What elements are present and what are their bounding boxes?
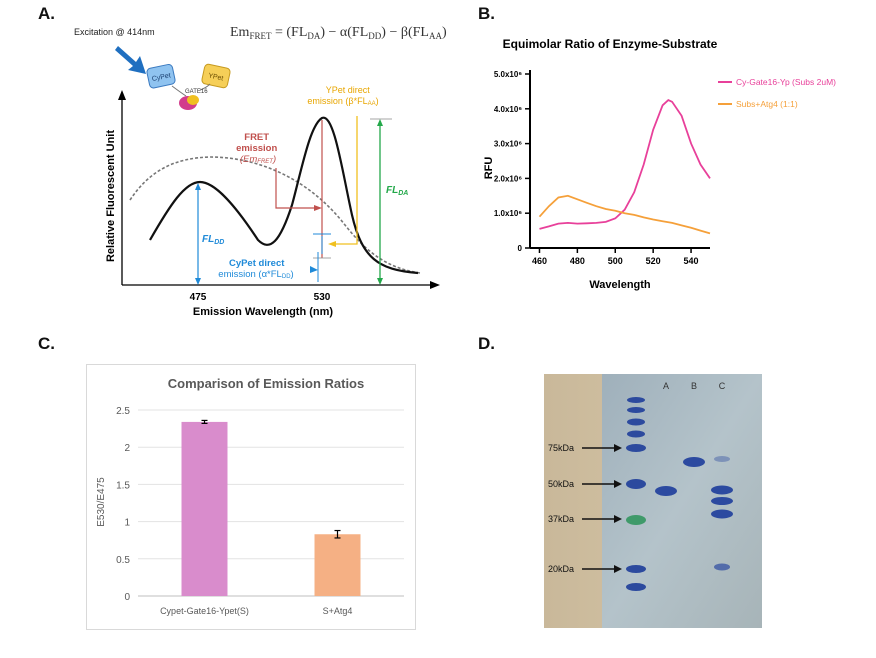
lane-a-band [655,486,677,496]
fl-da-label: FLDA [386,185,408,197]
fret-diagram: EmFRET = (FLDA) − α(FLDD) − β(FLAA) Exci… [74,25,447,318]
b-x-tick-label: 480 [570,256,585,266]
c-y-tick-label: 0.5 [116,555,130,566]
b-y-tick-label: 5.0x10⁶ [494,70,522,79]
c-y-tick-label: 1 [124,518,130,529]
svg-text:CyPet: CyPet [151,72,171,83]
b-series-line-1 [539,99,711,230]
b-x-tick-label: 540 [684,256,699,266]
b-x-tick-label: 460 [532,256,547,266]
lane-c-bands [711,456,733,571]
c-y-tick-label: 2.5 [116,406,130,417]
b-y-tick-label: 2.0x10⁶ [494,174,522,183]
excitation-arrow-icon [115,46,146,74]
c-y-tick-label: 1.5 [116,480,130,491]
a-tick-530: 530 [314,292,331,303]
fret-emission-arrow-icon [314,205,322,211]
a-y-axis-arrow-icon [118,90,126,100]
b-x-axis-title: Wavelength [589,279,651,291]
b-chart-title: Equimolar Ratio of Enzyme-Substrate [503,37,718,51]
b-y-tick-label: 4.0x10⁶ [494,105,522,114]
ypet-direct-arrow-icon [328,241,336,247]
marker-75kda-arrow-icon [614,444,622,452]
lane-a-label: A [663,381,669,391]
emission-curve [149,116,419,275]
marker-50kda: 50kDa [548,479,574,489]
fl-da-up-arrow-icon [377,119,383,126]
a-y-axis-title: Relative Fluorescent Unit [105,130,117,262]
marker-20kda: 20kDa [548,564,574,574]
b-y-tick-label: 0 [518,244,523,253]
marker-50kda-arrow-icon [614,480,622,488]
c-bar-1 [181,421,228,596]
bar-chart-emission-ratios: Comparison of Emission Ratios 0 0.5 1 1.5 2 2… [86,364,416,630]
svg-text:YPet: YPet [208,72,224,82]
c-category-label-1: Cypet-Gate16-Ypet(S) [160,606,249,616]
c-y-tick-label: 0 [124,592,130,603]
a-x-axis-arrow-icon [430,281,440,289]
lane-b-label: B [691,381,697,391]
fl-dd-up-arrow-icon [195,183,201,190]
cypet-direct-label: CyPet direct emission (α*FLDD) [218,258,293,280]
b-x-tick-label: 520 [646,256,661,266]
marker-75kda: 75kDa [548,443,574,453]
fl-da-down-arrow-icon [377,278,383,285]
b-legend-label-2: Subs+Atg4 (1:1) [736,99,798,109]
c-chart-frame [86,364,416,630]
ypet-protein-icon: YPet [201,63,231,89]
b-y-axis-title: RFU [483,157,495,180]
c-bar-2 [314,534,361,596]
panel-b-label: B. [478,4,495,23]
fl-dd-down-arrow-icon [195,278,201,285]
linker-icon [171,83,211,97]
gate16-protein-icon: GATE16 [179,89,208,110]
cypet-reference-curve [129,156,421,274]
b-y-tick-label: 3.0x10⁶ [494,140,522,149]
b-series-line-2 [538,194,711,235]
c-category-label-2: S+Atg4 [323,606,353,616]
a-tick-475: 475 [190,292,207,303]
sds-page-gel-image: A B C 75kDa 50kDa 37kDa 20kDa [544,374,762,628]
lane-c-label: C [719,381,726,391]
ladder-green-band [626,515,646,525]
c-y-axis-title: E530/E475 [96,477,107,527]
c-chart-title: Comparison of Emission Ratios [168,376,364,391]
fl-dd-label: FLDD [202,234,224,246]
panel-c-label: C. [38,334,55,353]
fret-emission-label: FRET emission (EmFRET) [236,132,280,165]
line-chart-equimolar: Equimolar Ratio of Enzyme-Substrate 0 1.0… [483,37,836,291]
a-x-axis-title: Emission Wavelength (nm) [193,306,334,318]
svg-text:GATE16: GATE16 [185,89,208,95]
c-y-tick-label: 2 [124,443,130,454]
ypet-direct-label: YPet direct emission (β*FLAA) [307,85,378,107]
panel-a-label: A. [38,4,55,23]
ladder-bands [626,397,646,591]
b-x-tick-label: 500 [608,256,623,266]
marker-37kda: 37kDa [548,514,574,524]
panel-d-label: D. [478,334,495,353]
lane-b-band [683,457,705,467]
fret-equation: EmFRET = (FLDA) − α(FLDD) − β(FLAA) [230,25,447,41]
marker-37kda-arrow-icon [614,515,622,523]
b-y-tick-label: 1.0x10⁶ [494,209,522,218]
b-legend-label-1: Cy-Gate16-Yp (Subs 2uM) [736,77,836,87]
cypet-direct-arrow-icon [310,266,318,273]
excitation-label: Excitation @ 414nm [74,27,155,37]
cypet-protein-icon: CyPet [146,63,176,89]
marker-20kda-arrow-icon [614,565,622,573]
